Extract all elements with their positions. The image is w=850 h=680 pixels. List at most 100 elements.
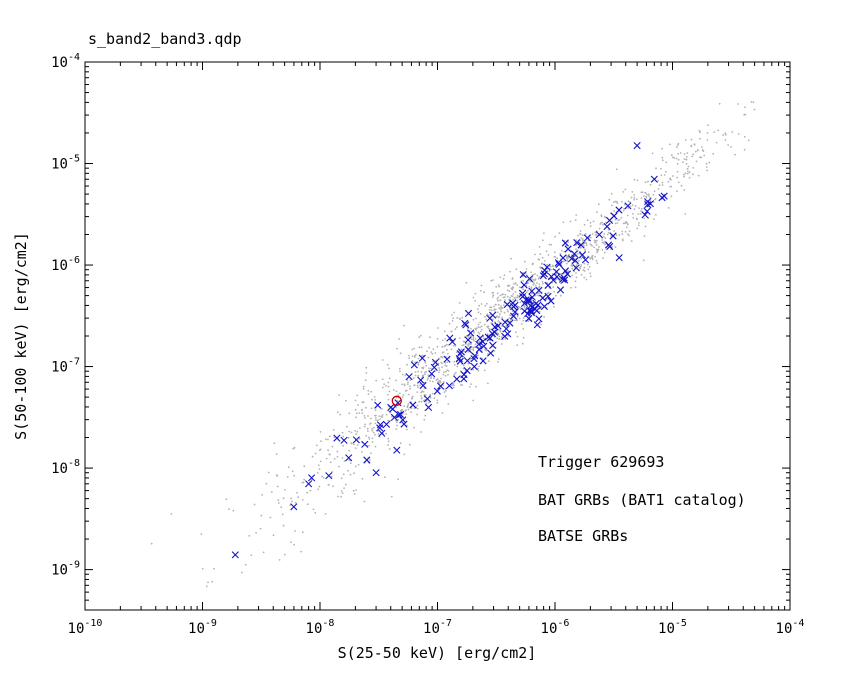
batse-point (447, 403, 450, 405)
batse-point (653, 218, 655, 221)
batse-point (595, 259, 598, 262)
bat-point (568, 255, 576, 263)
batse-point (327, 438, 329, 441)
bat-point (561, 239, 569, 247)
batse-point (309, 489, 312, 492)
batse-point (543, 232, 545, 235)
batse-point (318, 449, 321, 451)
batse-point (513, 319, 516, 322)
batse-point (579, 267, 582, 270)
batse-point (657, 180, 659, 182)
batse-point (506, 309, 509, 311)
batse-point (667, 180, 670, 183)
batse-point (487, 325, 490, 328)
batse-point (301, 531, 304, 534)
bat-point (448, 338, 456, 346)
batse-point (696, 149, 699, 152)
batse-point (269, 516, 272, 519)
batse-point (686, 172, 689, 175)
batse-point (582, 239, 584, 242)
batse-point (523, 260, 526, 263)
batse-point (477, 370, 480, 372)
batse-point (300, 550, 303, 553)
batse-point (436, 378, 439, 381)
batse-point (419, 384, 421, 386)
bat-point (489, 311, 497, 319)
batse-point (475, 317, 477, 320)
batse-point (487, 352, 489, 355)
batse-point (362, 388, 365, 390)
batse-point (388, 448, 391, 450)
batse-point (458, 302, 461, 304)
batse-point (669, 185, 672, 188)
batse-point (374, 433, 376, 436)
batse-point (425, 364, 428, 367)
bat-point (511, 308, 519, 316)
batse-point (583, 262, 586, 265)
batse-point (514, 282, 517, 284)
batse-point (657, 188, 660, 190)
batse-point (580, 264, 583, 266)
batse-point (576, 252, 579, 255)
batse-point (355, 433, 357, 435)
bat-point (486, 334, 494, 342)
batse-point (474, 343, 477, 346)
batse-point (232, 509, 235, 512)
bat-point (395, 411, 403, 419)
batse-point (542, 239, 544, 242)
batse-point (452, 383, 455, 385)
batse-point (640, 197, 643, 200)
batse-point (747, 139, 750, 142)
bat-point (325, 472, 333, 480)
batse-point (510, 257, 512, 260)
batse-point (580, 257, 583, 260)
batse-point (604, 237, 607, 240)
batse-point (443, 371, 445, 373)
batse-point (277, 499, 280, 502)
batse-point (488, 308, 491, 311)
batse-point (616, 202, 619, 205)
batse-point (602, 242, 605, 245)
batse-point (669, 178, 671, 180)
batse-point (589, 272, 592, 275)
batse-point (554, 256, 557, 258)
batse-point (356, 412, 358, 415)
batse-point (752, 101, 755, 104)
batse-point (415, 353, 417, 356)
batse-point (498, 307, 500, 310)
batse-point (380, 408, 383, 410)
batse-point (241, 571, 243, 574)
batse-point (324, 513, 327, 515)
batse-point (407, 403, 410, 405)
batse-point (341, 431, 344, 434)
batse-point (287, 466, 290, 469)
batse-point (699, 131, 701, 134)
batse-point (686, 167, 689, 170)
batse-point (469, 359, 472, 361)
batse-point (686, 152, 689, 154)
bat-point (641, 211, 649, 219)
batse-point (379, 418, 381, 420)
batse-point (370, 390, 372, 393)
batse-point (339, 413, 342, 416)
batse-point (559, 294, 562, 297)
batse-point (528, 285, 531, 288)
batse-point (461, 316, 464, 319)
batse-point (509, 270, 511, 273)
batse-point (411, 360, 414, 362)
batse-point (483, 323, 486, 326)
batse-point (591, 245, 593, 247)
batse-point (395, 428, 398, 430)
bat-point (470, 355, 478, 363)
batse-point (604, 216, 607, 219)
batse-point (501, 307, 504, 309)
batse-point (688, 176, 691, 179)
bat-point (615, 206, 623, 214)
bat-point (340, 436, 348, 444)
batse-point (504, 293, 507, 296)
batse-point (272, 534, 275, 537)
batse-point (516, 284, 519, 286)
batse-point (456, 326, 458, 328)
batse-point (511, 295, 514, 298)
batse-point (744, 106, 746, 108)
